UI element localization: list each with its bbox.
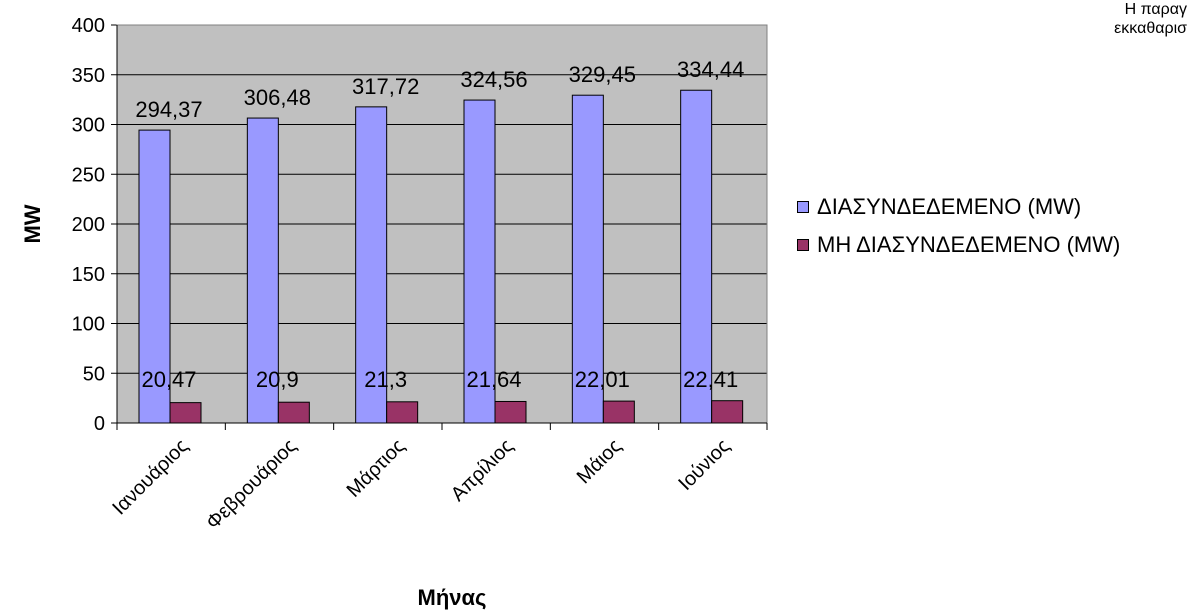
bar (711, 400, 744, 424)
data-label: 306,48 (244, 85, 311, 110)
data-label: 317,72 (352, 74, 419, 99)
corner-note-line1: Η παραγ (1124, 1, 1187, 18)
legend-label-non-interconnected: ΜΗ ΔΙΑΣΥΝΔΕΔΕΜΕΝΟ (MW) (817, 232, 1121, 257)
corner-note-line2: εκκαθαρισ (1114, 20, 1187, 37)
bar (680, 89, 713, 424)
y-tick-label: 150 (72, 264, 105, 286)
data-label: 334,44 (677, 57, 744, 82)
bar (169, 402, 202, 424)
legend-label-interconnected: ΔΙΑΣΥΝΔΕΔΕΜΕΝΟ (MW) (817, 194, 1082, 219)
bar (463, 99, 496, 424)
bar (494, 400, 527, 424)
data-label: 324,56 (460, 67, 527, 92)
data-label: 22,01 (575, 367, 630, 392)
data-label: 20,9 (256, 367, 299, 392)
x-tick-label: Μάιος (573, 435, 627, 489)
y-tick-label: 250 (72, 164, 105, 186)
data-label: 294,37 (135, 97, 202, 122)
bar (355, 106, 388, 424)
data-label: 21,3 (364, 367, 407, 392)
bar (602, 400, 635, 424)
data-label: 20,47 (141, 367, 196, 392)
y-tick-label: 300 (72, 115, 105, 137)
x-tick-label: Απρίλιος (447, 435, 518, 506)
x-axis-title: Μήνας (418, 585, 487, 610)
x-tick-label: Ιανουάριος (108, 435, 193, 520)
legend-swatch-non-interconnected (797, 239, 809, 251)
bar (246, 117, 279, 424)
legend-swatch-interconnected (797, 201, 809, 213)
legend-item-non-interconnected: ΜΗ ΔΙΑΣΥΝΔΕΔΕΜΕΝΟ (MW) (797, 226, 1120, 264)
y-tick-label: 400 (72, 15, 105, 37)
bar (138, 129, 171, 424)
x-tick-label: Φεβρουάριος (202, 435, 301, 534)
y-tick-label: 350 (72, 65, 105, 87)
data-label: 21,64 (466, 367, 521, 392)
x-tick-label: Μάρτιος (343, 435, 410, 502)
y-tick-label: 200 (72, 214, 105, 236)
y-tick-label: 0 (94, 413, 105, 435)
bar (386, 401, 419, 424)
x-tick-label: Ιούνιος (674, 435, 734, 495)
bar (277, 401, 310, 424)
y-axis-title: MW (20, 204, 45, 243)
y-tick-label: 50 (83, 363, 105, 385)
bar (571, 94, 604, 424)
chart-legend: ΔΙΑΣΥΝΔΕΔΕΜΕΝΟ (MW) ΜΗ ΔΙΑΣΥΝΔΕΔΕΜΕΝΟ (M… (797, 188, 1120, 264)
y-tick-label: 100 (72, 314, 105, 336)
data-label: 22,41 (683, 367, 738, 392)
data-label: 329,45 (569, 62, 636, 87)
legend-item-interconnected: ΔΙΑΣΥΝΔΕΔΕΜΕΝΟ (MW) (797, 188, 1120, 226)
